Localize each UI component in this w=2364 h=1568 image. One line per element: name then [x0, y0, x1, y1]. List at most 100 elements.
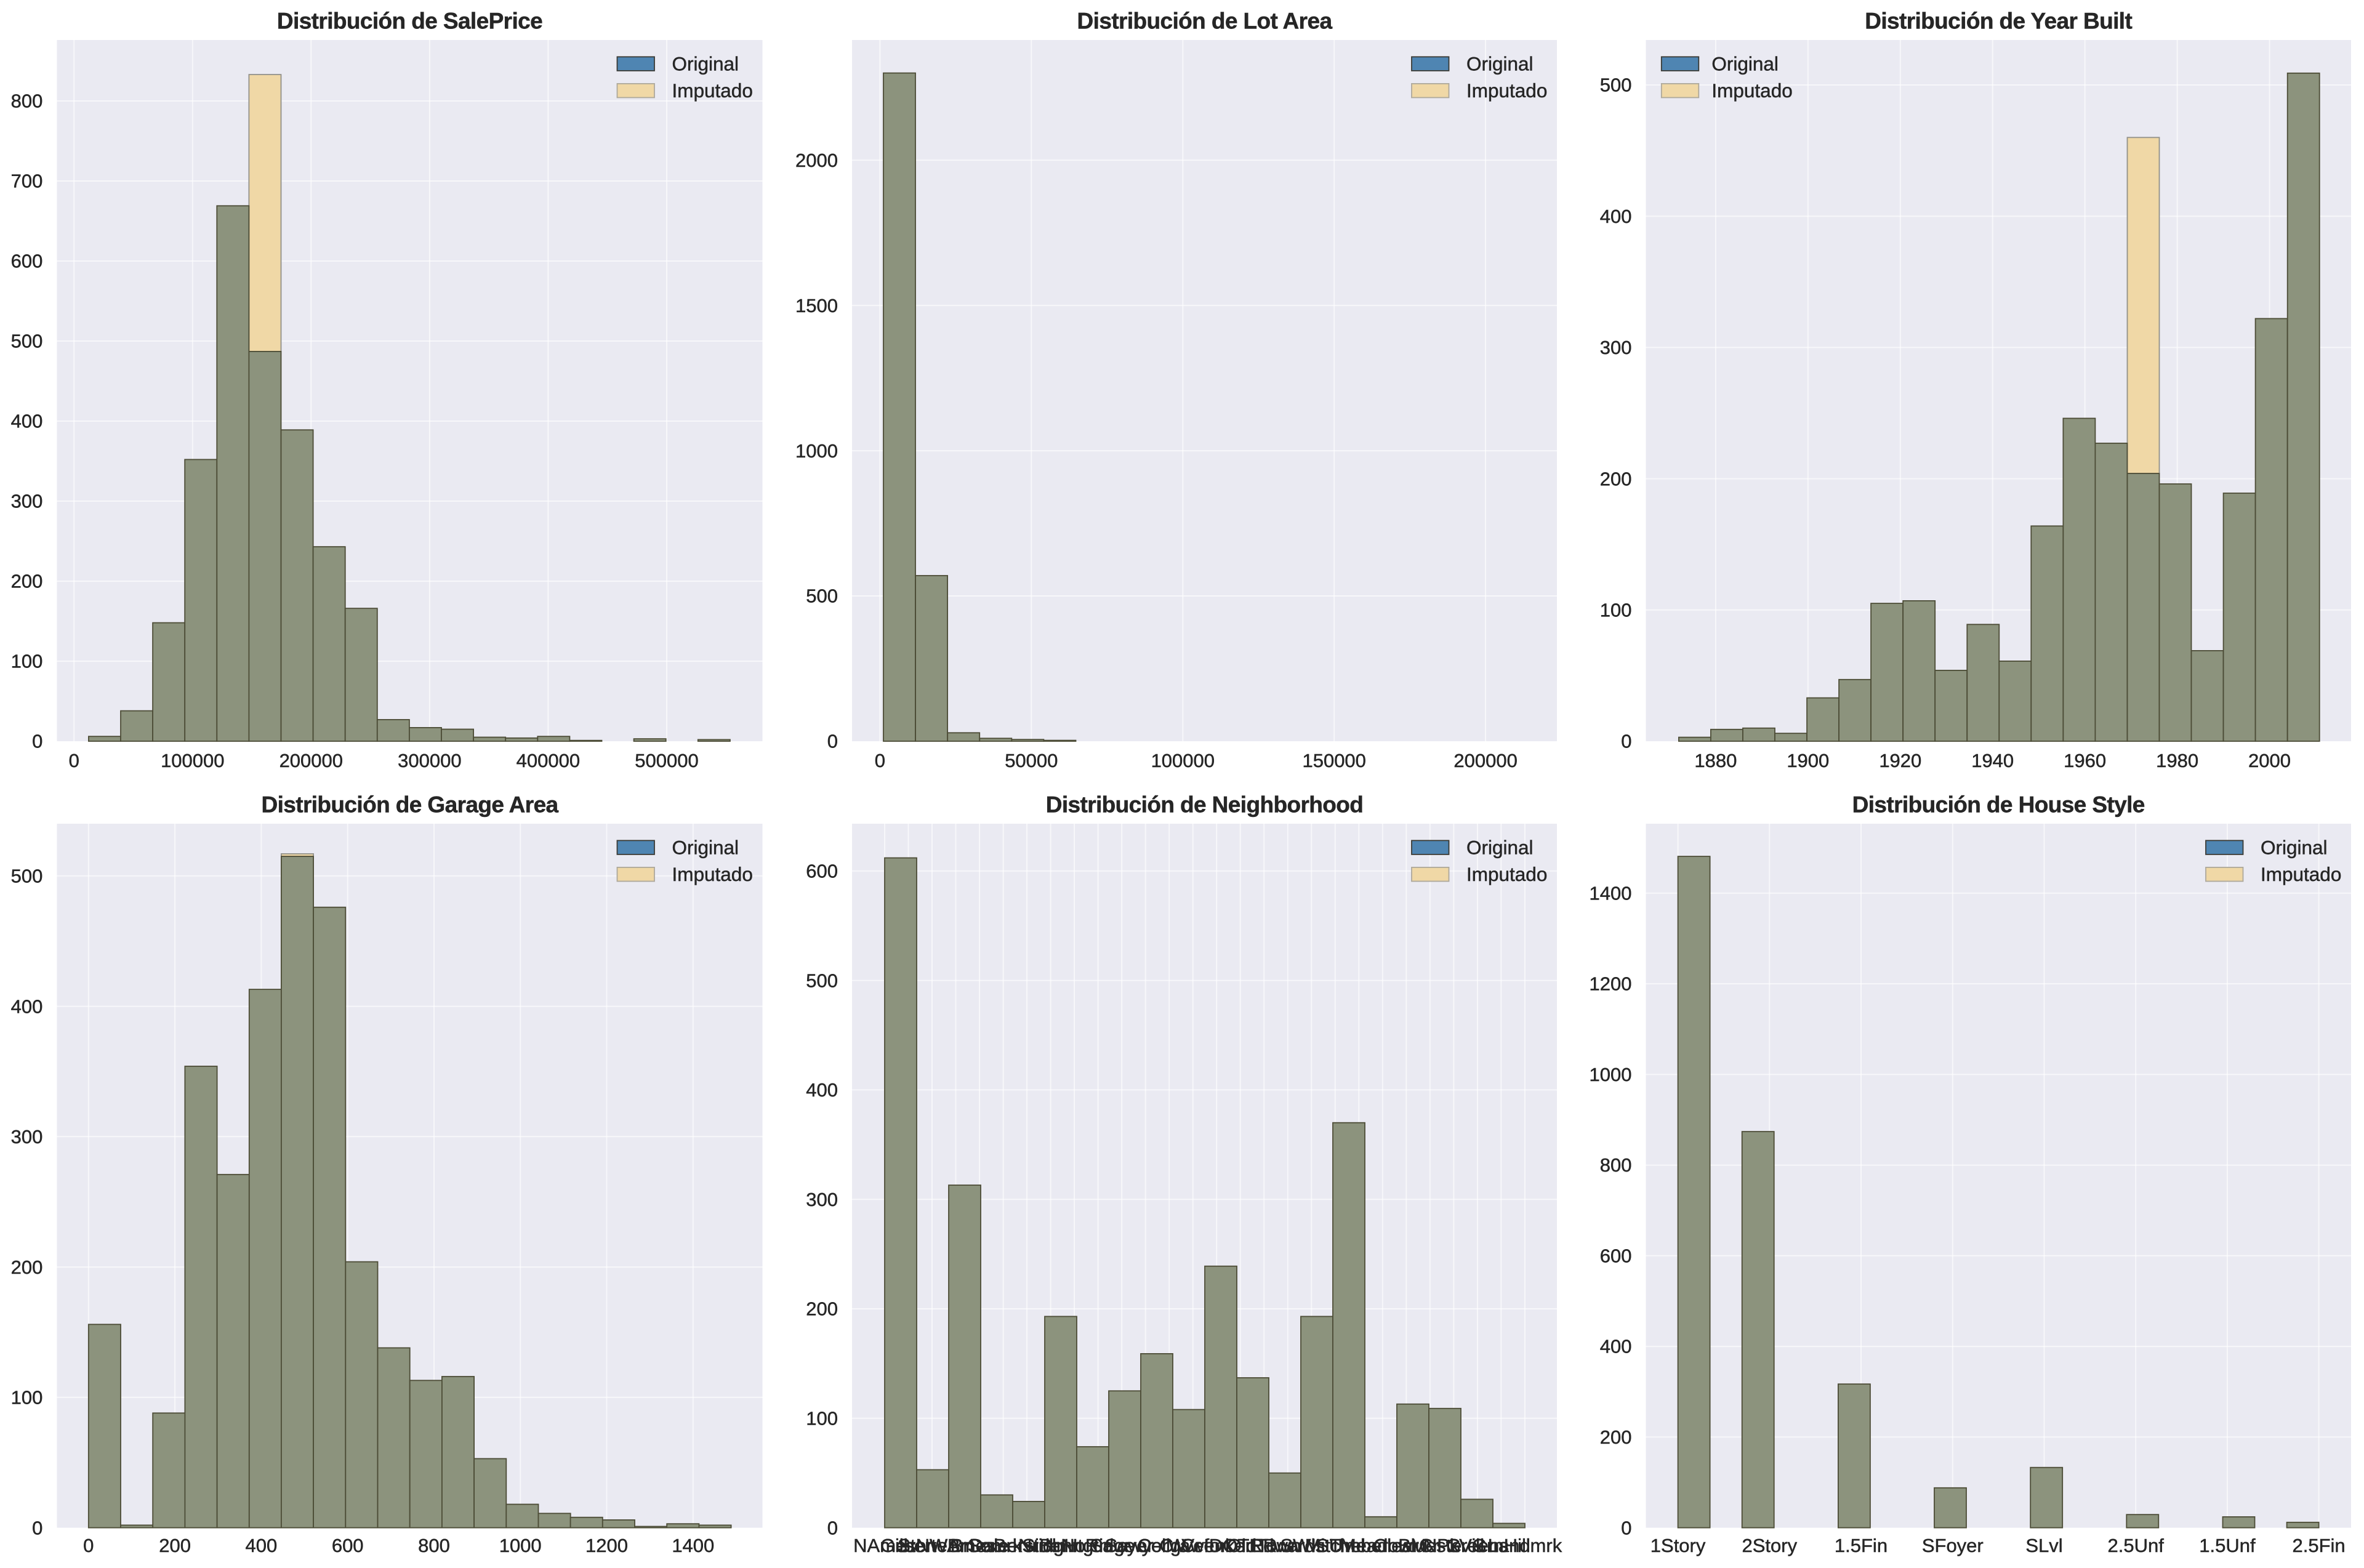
svg-text:1940: 1940 [1971, 750, 2014, 771]
svg-text:200: 200 [159, 1535, 191, 1556]
svg-text:600: 600 [1600, 1245, 1632, 1267]
svg-text:100: 100 [11, 651, 43, 672]
svg-text:1200: 1200 [1590, 973, 1632, 995]
svg-text:Imputado: Imputado [1711, 79, 1792, 102]
svg-text:0: 0 [32, 731, 42, 752]
svg-text:0: 0 [875, 750, 885, 771]
svg-text:200000: 200000 [1453, 750, 1517, 771]
svg-text:BrkSide: BrkSide [994, 1535, 1061, 1556]
svg-text:SawyerW: SawyerW [1104, 1535, 1186, 1556]
svg-text:Blueste: Blueste [1398, 1535, 1461, 1556]
svg-text:Imputado: Imputado [1466, 863, 1547, 885]
svg-text:1200: 1200 [585, 1535, 628, 1556]
svg-text:CollgCr: CollgCr [1138, 1535, 1201, 1556]
svg-text:Original: Original [672, 52, 739, 74]
svg-text:300: 300 [1600, 337, 1632, 358]
svg-text:150000: 150000 [1302, 750, 1365, 771]
svg-text:Original: Original [1466, 52, 1534, 74]
svg-text:Imputado: Imputado [1466, 79, 1547, 102]
svg-text:IDOTRR: IDOTRR [1204, 1535, 1277, 1556]
svg-text:400: 400 [806, 1079, 838, 1101]
svg-text:2000: 2000 [795, 150, 838, 171]
svg-text:Sawyer: Sawyer [1090, 1535, 1154, 1556]
svg-text:StoneBr: StoneBr [898, 1535, 967, 1556]
svg-text:1.5Unf: 1.5Unf [2199, 1535, 2256, 1556]
svg-text:800: 800 [418, 1535, 450, 1556]
svg-text:600: 600 [332, 1535, 364, 1556]
svg-text:Distribución de SalePrice: Distribución de SalePrice [277, 9, 542, 34]
svg-text:1Story: 1Story [1650, 1535, 1706, 1556]
svg-text:1500: 1500 [795, 295, 838, 316]
svg-text:0: 0 [827, 1517, 838, 1538]
svg-text:Greens: Greens [1446, 1535, 1509, 1556]
svg-text:SWISU: SWISU [1280, 1535, 1343, 1556]
svg-text:1400: 1400 [672, 1535, 714, 1556]
svg-text:1920: 1920 [1879, 750, 1921, 771]
svg-text:1000: 1000 [499, 1535, 542, 1556]
svg-text:Veenker: Veenker [1181, 1535, 1252, 1556]
svg-text:SFoyer: SFoyer [1922, 1535, 1984, 1556]
svg-text:Crawfor: Crawfor [1159, 1535, 1226, 1556]
svg-text:400: 400 [1600, 1336, 1632, 1357]
svg-text:Gilbert: Gilbert [880, 1535, 937, 1556]
svg-text:2.5Fin: 2.5Fin [2293, 1535, 2346, 1556]
svg-text:200: 200 [1600, 1426, 1632, 1448]
svg-text:Edwards: Edwards [1250, 1535, 1325, 1556]
svg-text:2Story: 2Story [1742, 1535, 1797, 1556]
svg-text:1960: 1960 [2064, 750, 2106, 771]
svg-text:Somerst: Somerst [968, 1535, 1039, 1556]
svg-text:200: 200 [11, 1256, 43, 1278]
svg-text:1400: 1400 [1590, 882, 1632, 904]
svg-text:800: 800 [1600, 1154, 1632, 1176]
svg-text:Distribución de House Style: Distribución de House Style [1852, 792, 2145, 818]
svg-text:Distribución de Garage Area: Distribución de Garage Area [261, 792, 558, 818]
svg-text:500000: 500000 [635, 750, 698, 771]
svg-text:SLvl: SLvl [2025, 1535, 2062, 1556]
svg-text:100000: 100000 [1151, 750, 1215, 771]
svg-text:100: 100 [11, 1387, 43, 1409]
svg-text:0: 0 [83, 1535, 94, 1556]
svg-text:0: 0 [69, 750, 79, 771]
svg-text:400: 400 [246, 1535, 278, 1556]
svg-text:Distribución de Neighborhood: Distribución de Neighborhood [1046, 792, 1364, 818]
svg-text:300: 300 [11, 1126, 43, 1148]
svg-text:100000: 100000 [161, 750, 224, 771]
svg-text:0: 0 [827, 731, 838, 752]
svg-text:300000: 300000 [398, 750, 461, 771]
svg-text:Original: Original [1466, 836, 1534, 858]
svg-text:NPkVill: NPkVill [1423, 1535, 1484, 1556]
svg-text:500: 500 [806, 585, 838, 607]
svg-text:1000: 1000 [1590, 1064, 1632, 1085]
svg-text:1980: 1980 [2156, 750, 2198, 771]
svg-text:500: 500 [11, 331, 43, 352]
svg-text:700: 700 [11, 171, 43, 192]
svg-text:0: 0 [32, 1517, 42, 1538]
svg-text:OldTown: OldTown [1227, 1535, 1301, 1556]
svg-text:MeadowV: MeadowV [1340, 1535, 1425, 1556]
svg-text:NAmes: NAmes [853, 1535, 916, 1556]
svg-text:BrDale: BrDale [951, 1535, 1009, 1556]
svg-text:Original: Original [1711, 52, 1779, 74]
svg-text:200: 200 [1600, 468, 1632, 489]
svg-text:1900: 1900 [1787, 750, 1829, 771]
svg-text:Imputado: Imputado [672, 863, 753, 885]
svg-text:600: 600 [806, 861, 838, 882]
svg-text:Original: Original [2261, 836, 2328, 858]
svg-text:200000: 200000 [279, 750, 343, 771]
svg-text:300: 300 [806, 1189, 838, 1210]
svg-text:Imputado: Imputado [672, 79, 753, 102]
svg-text:0: 0 [1621, 731, 1631, 752]
svg-text:200: 200 [11, 571, 43, 592]
svg-text:400000: 400000 [517, 750, 580, 771]
svg-text:Distribución de Year Built: Distribución de Year Built [1865, 9, 2132, 34]
svg-text:100: 100 [1600, 600, 1632, 621]
svg-text:400: 400 [11, 411, 43, 432]
svg-text:GrnHill: GrnHill [1472, 1535, 1530, 1556]
svg-text:NWAmes: NWAmes [916, 1535, 996, 1556]
svg-text:800: 800 [11, 90, 43, 112]
svg-text:500: 500 [11, 866, 43, 887]
svg-text:1000: 1000 [795, 440, 838, 462]
svg-text:50000: 50000 [1005, 750, 1058, 771]
svg-text:NridgHt: NridgHt [1018, 1535, 1083, 1556]
svg-text:2.5Unf: 2.5Unf [2108, 1535, 2165, 1556]
